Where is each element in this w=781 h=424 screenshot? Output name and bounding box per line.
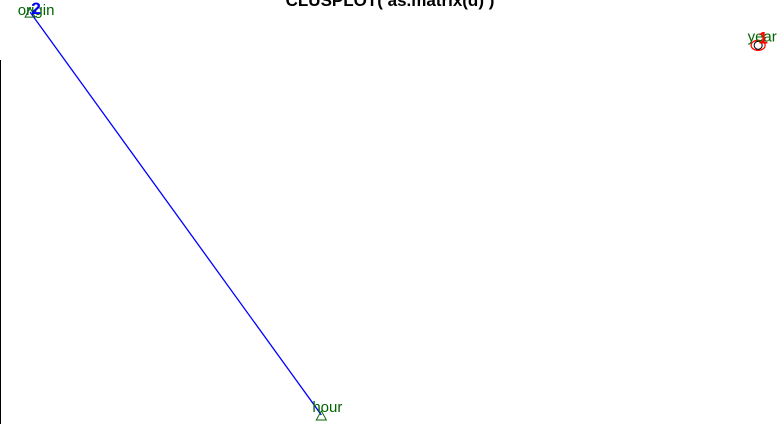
point-label-hour: hour <box>312 399 342 416</box>
cluster-1-ellipse <box>750 39 766 51</box>
point-marker-origin <box>24 7 36 18</box>
chart-title: CLUSPLOT( as.matrix(d) ) <box>286 0 495 10</box>
cluster-label-2: 2 <box>31 0 40 18</box>
cluster-label-1: 1 <box>758 28 767 47</box>
cluster-2-line <box>29 11 322 416</box>
point-marker-year <box>753 40 763 50</box>
point-label-year: year <box>748 28 777 45</box>
point-marker-hour <box>315 409 328 421</box>
point-label-origin: origin <box>18 2 55 19</box>
